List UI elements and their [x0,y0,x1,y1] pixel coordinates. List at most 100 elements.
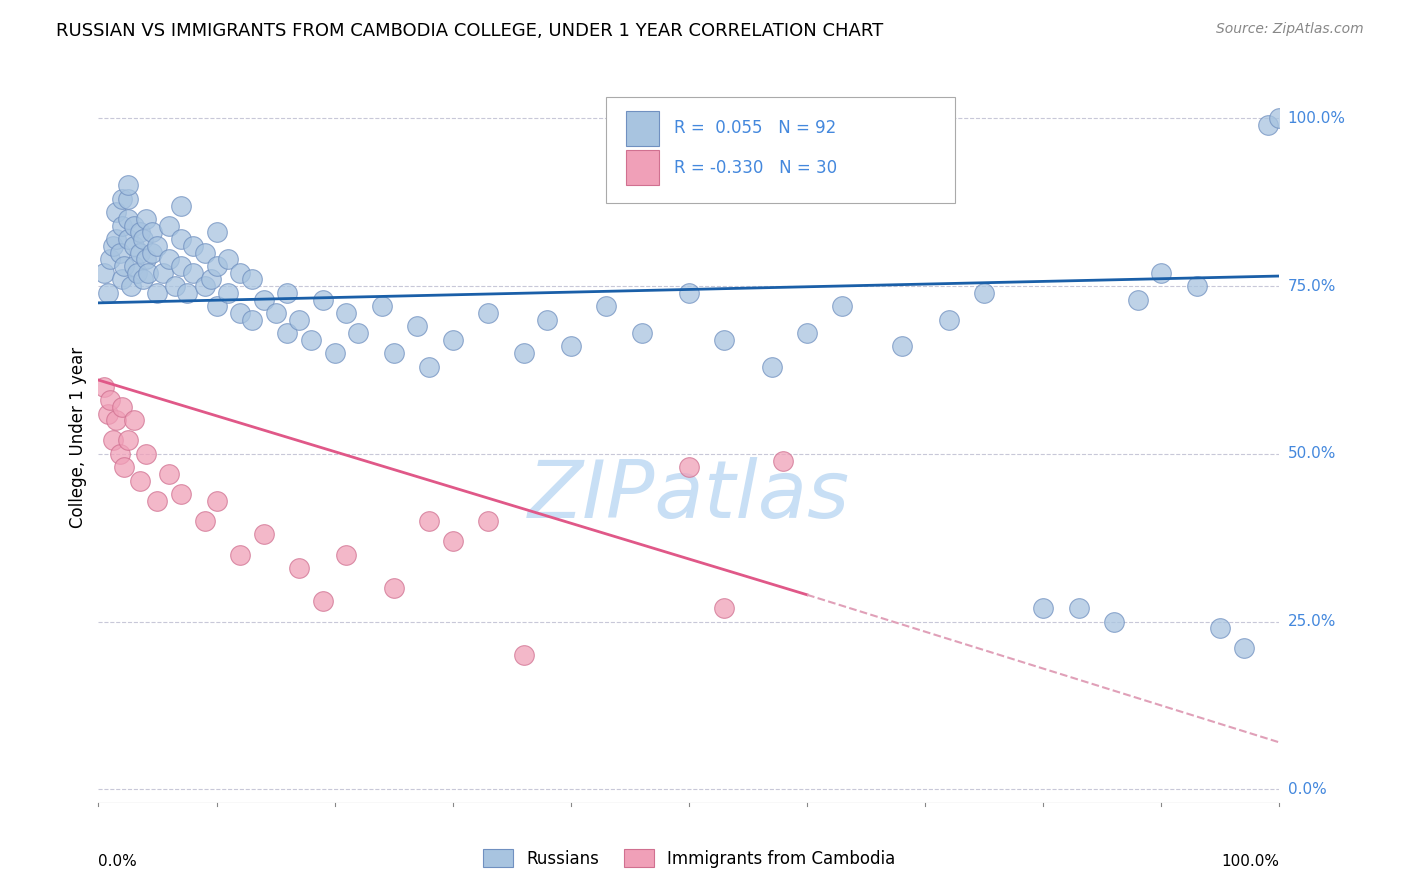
Point [101,434,124,448]
Y-axis label: College, Under 1 year: College, Under 1 year [69,346,87,528]
Point [595,299,617,313]
Point [122,259,145,273]
Point [152,266,174,280]
Point [176,285,198,300]
Point [157,219,180,233]
Point [229,548,252,562]
Point [1150,266,1173,280]
Point [97,407,120,421]
Point [181,266,204,280]
Point [441,534,464,549]
Point [141,226,163,240]
Point [111,192,134,206]
Point [973,285,995,300]
Text: Source: ZipAtlas.com: Source: ZipAtlas.com [1216,22,1364,37]
Bar [626,111,659,146]
Point [288,561,311,575]
Point [170,198,193,212]
Point [477,514,499,528]
Point [406,319,429,334]
Point [205,299,228,313]
Text: 100.0%: 100.0% [1288,111,1346,126]
Text: ZIPatlas: ZIPatlas [527,457,851,534]
Point [240,272,263,286]
Point [128,226,150,240]
Point [630,326,652,340]
Point [371,299,394,313]
Point [128,474,150,488]
Point [117,212,139,227]
Point [135,447,157,461]
Point [382,581,405,595]
Point [1102,615,1125,629]
Point [761,359,783,374]
Point [108,245,131,260]
Point [678,285,700,300]
Point [205,226,228,240]
Point [121,279,143,293]
Point [240,312,263,326]
Point [93,266,115,280]
Point [98,393,121,408]
Legend: Russians, Immigrants from Cambodia: Russians, Immigrants from Cambodia [482,849,896,868]
Point [264,306,287,320]
Bar [626,151,659,186]
Point [105,232,128,246]
Text: 0.0%: 0.0% [1288,782,1326,797]
Point [441,333,464,347]
Point [512,346,534,360]
Point [194,245,217,260]
Point [312,293,335,307]
Text: 75.0%: 75.0% [1288,278,1336,293]
Point [323,346,346,360]
Point [713,601,735,615]
Point [1185,279,1208,293]
Point [1209,621,1232,635]
Point [772,453,794,467]
Point [122,413,145,427]
Point [117,192,139,206]
Point [253,293,276,307]
Point [1268,112,1291,126]
Point [157,252,180,267]
Point [205,259,228,273]
Point [132,272,155,286]
Point [117,232,139,246]
Point [938,312,960,326]
Point [229,306,252,320]
Text: RUSSIAN VS IMMIGRANTS FROM CAMBODIA COLLEGE, UNDER 1 YEAR CORRELATION CHART: RUSSIAN VS IMMIGRANTS FROM CAMBODIA COLL… [56,22,883,40]
Point [132,232,155,246]
Point [122,219,145,233]
Point [146,493,169,508]
Point [217,285,239,300]
Point [146,285,169,300]
Point [194,514,217,528]
Point [512,648,534,662]
Point [170,259,193,273]
Point [276,285,298,300]
Text: 100.0%: 100.0% [1222,854,1279,869]
Text: R = -0.330   N = 30: R = -0.330 N = 30 [673,159,837,177]
Point [194,279,217,293]
Point [205,493,228,508]
Point [105,413,128,427]
Point [128,245,150,260]
Point [136,266,159,280]
Point [111,272,134,286]
Point [98,252,121,267]
Point [165,279,187,293]
Point [335,548,357,562]
Point [111,400,134,414]
Point [288,312,311,326]
Point [200,272,222,286]
Text: 0.0%: 0.0% [98,854,138,869]
Point [1126,293,1149,307]
Point [1067,601,1090,615]
Point [536,312,558,326]
Point [560,339,582,353]
Point [312,594,335,608]
Point [713,333,735,347]
Point [157,467,180,481]
Point [135,212,157,227]
FancyBboxPatch shape [606,97,955,203]
